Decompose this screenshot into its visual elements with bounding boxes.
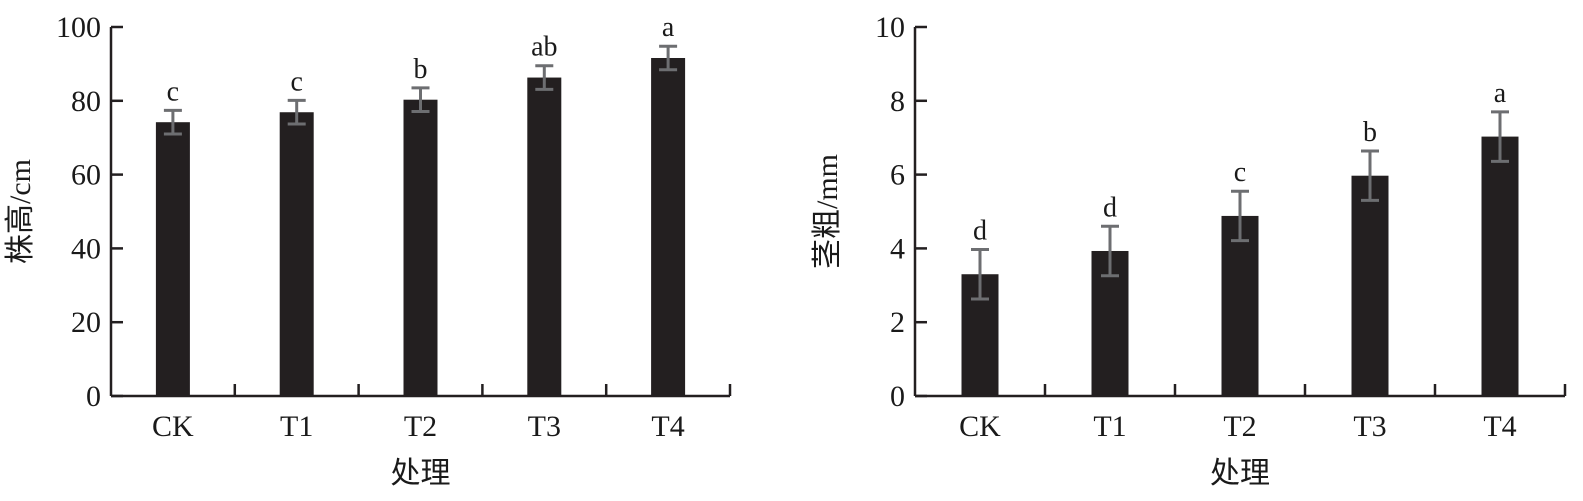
- y-axis-title: 株高/cm: [4, 159, 37, 264]
- significance-label: c: [1234, 157, 1246, 188]
- y-tick-label: 60: [71, 159, 101, 192]
- y-tick-label: 4: [890, 232, 905, 265]
- y-tick-label: 6: [890, 159, 905, 192]
- bar-t4: [651, 57, 686, 396]
- y-tick-label: 2: [890, 306, 905, 339]
- x-tick-label: T4: [1483, 410, 1516, 443]
- x-tick-label: CK: [959, 410, 1001, 443]
- y-axis-title: 茎粗/mm: [811, 154, 844, 269]
- significance-label: a: [662, 12, 675, 43]
- bar-t2: [1221, 215, 1259, 396]
- x-tick-label: T2: [1223, 410, 1256, 443]
- x-tick-label: T1: [1093, 410, 1126, 443]
- plant-height-chart: 0 20 40 60 80 100 c CK c T1 b T2 ab T3 a T4 处理 株高/cm: [4, 11, 732, 490]
- bar-t1: [279, 112, 314, 396]
- x-axis-title: 处理: [1210, 457, 1270, 490]
- significance-label: d: [973, 216, 987, 247]
- x-tick-label: T1: [280, 410, 313, 443]
- bar-ck: [155, 122, 190, 397]
- stem-diameter-chart: 0 2 4 6 8 10 d CK d T1 c T2 b T3 a T4 处理 茎粗/mm: [811, 11, 1567, 490]
- y-tick-label: 8: [890, 85, 905, 118]
- y-tick-label: 0: [890, 380, 905, 413]
- y-tick-label: 0: [86, 380, 101, 413]
- y-tick-label: 20: [71, 306, 101, 339]
- y-tick-label: 10: [875, 11, 905, 44]
- x-tick-label: T3: [528, 410, 561, 443]
- x-tick-label: T3: [1353, 410, 1386, 443]
- significance-label: ab: [531, 32, 557, 63]
- y-tick-label: 100: [56, 11, 101, 44]
- significance-label: c: [167, 76, 179, 107]
- x-tick-label: T4: [651, 410, 684, 443]
- significance-label: b: [414, 54, 428, 85]
- bar-t3: [527, 77, 562, 396]
- significance-label: b: [1363, 117, 1377, 148]
- bar-t3: [1351, 175, 1389, 396]
- significance-label: c: [290, 66, 302, 97]
- y-tick-label: 40: [71, 232, 101, 265]
- bar-t2: [403, 99, 438, 397]
- significance-label: a: [1494, 78, 1507, 109]
- significance-label: d: [1103, 192, 1117, 223]
- x-tick-label: T2: [404, 410, 437, 443]
- bar-t4: [1481, 136, 1519, 396]
- x-tick-label: CK: [152, 410, 194, 443]
- x-axis-title: 处理: [391, 457, 451, 490]
- y-tick-label: 80: [71, 85, 101, 118]
